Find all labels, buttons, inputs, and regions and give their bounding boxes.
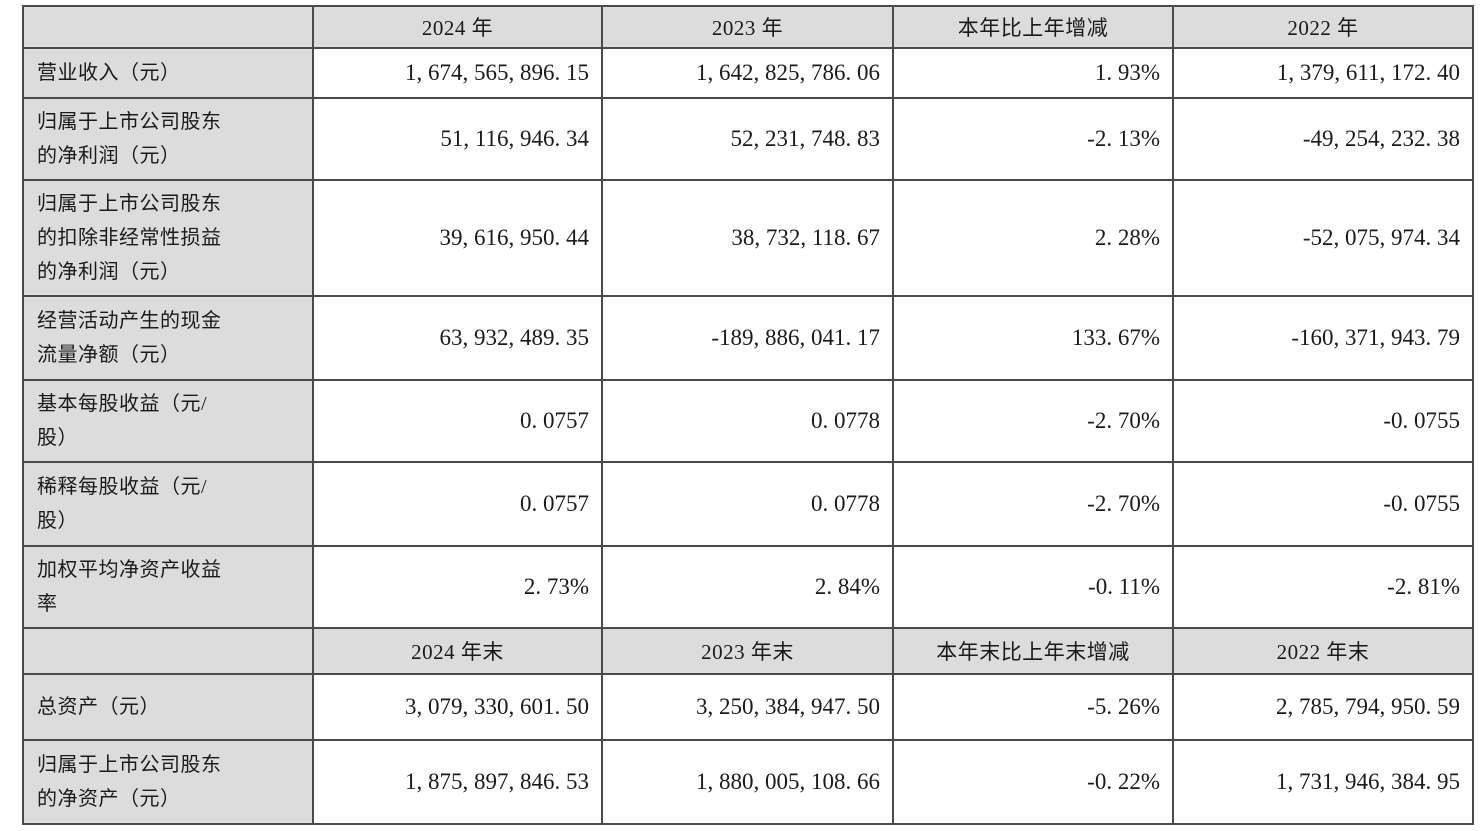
value-cell: -2. 13% (892, 97, 1174, 181)
column-header-year-end-change: 本年末比上年末增减 (892, 627, 1174, 675)
value-cell: -2. 70% (892, 379, 1174, 463)
value-cell: 1. 93% (892, 47, 1174, 99)
column-header-2022: 2022 年 (1172, 5, 1474, 49)
row-operating-cash-flow: 经营活动产生的现金 流量净额（元） 63, 932, 489. 35 -189,… (22, 295, 1474, 381)
row-basic-eps: 基本每股收益（元/ 股） 0. 0757 0. 0778 -2. 70% -0.… (22, 379, 1474, 463)
value-cell: 133. 67% (892, 295, 1174, 381)
value-cell: 2, 785, 794, 950. 59 (1172, 673, 1474, 741)
value-cell: 1, 379, 611, 172. 40 (1172, 47, 1474, 99)
value-cell: 2. 84% (601, 545, 894, 629)
row-label: 基本每股收益（元/ 股） (22, 379, 314, 463)
row-label: 经营活动产生的现金 流量净额（元） (22, 295, 314, 381)
value-cell: 0. 0778 (601, 461, 894, 547)
column-header-2023-year-end: 2023 年末 (601, 627, 894, 675)
value-cell: 3, 079, 330, 601. 50 (312, 673, 603, 741)
value-cell: 0. 0757 (312, 379, 603, 463)
value-cell: -189, 886, 041. 17 (601, 295, 894, 381)
row-operating-revenue: 营业收入（元） 1, 674, 565, 896. 15 1, 642, 825… (22, 47, 1474, 99)
value-cell: 1, 642, 825, 786. 06 (601, 47, 894, 99)
value-cell: -2. 70% (892, 461, 1174, 547)
value-cell: 1, 731, 946, 384. 95 (1172, 739, 1474, 825)
value-cell: -2. 81% (1172, 545, 1474, 629)
value-cell: 1, 674, 565, 896. 15 (312, 47, 603, 99)
row-total-assets: 总资产（元） 3, 079, 330, 601. 50 3, 250, 384,… (22, 673, 1474, 741)
row-weighted-avg-roe: 加权平均净资产收益 率 2. 73% 2. 84% -0. 11% -2. 81… (22, 545, 1474, 629)
corner-header-cell (22, 5, 314, 49)
column-header-yoy-change: 本年比上年增减 (892, 5, 1174, 49)
value-cell: 1, 875, 897, 846. 53 (312, 739, 603, 825)
value-cell: -0. 11% (892, 545, 1174, 629)
row-label: 归属于上市公司股东 的净利润（元） (22, 97, 314, 181)
value-cell: -49, 254, 232. 38 (1172, 97, 1474, 181)
row-label: 加权平均净资产收益 率 (22, 545, 314, 629)
row-net-profit-attributable: 归属于上市公司股东 的净利润（元） 51, 116, 946. 34 52, 2… (22, 97, 1474, 181)
value-cell: 52, 231, 748. 83 (601, 97, 894, 181)
value-cell: 0. 0778 (601, 379, 894, 463)
value-cell: 1, 880, 005, 108. 66 (601, 739, 894, 825)
corner-header-cell (22, 627, 314, 675)
value-cell: 39, 616, 950. 44 (312, 179, 603, 297)
value-cell: 3, 250, 384, 947. 50 (601, 673, 894, 741)
value-cell: -52, 075, 974. 34 (1172, 179, 1474, 297)
value-cell: -0. 0755 (1172, 379, 1474, 463)
value-cell: 38, 732, 118. 67 (601, 179, 894, 297)
value-cell: 63, 932, 489. 35 (312, 295, 603, 381)
value-cell: 0. 0757 (312, 461, 603, 547)
value-cell: -0. 22% (892, 739, 1174, 825)
row-label: 稀释每股收益（元/ 股） (22, 461, 314, 547)
row-label: 总资产（元） (22, 673, 314, 741)
row-label: 归属于上市公司股东 的净资产（元） (22, 739, 314, 825)
value-cell: -5. 26% (892, 673, 1174, 741)
row-net-assets-attributable: 归属于上市公司股东 的净资产（元） 1, 875, 897, 846. 53 1… (22, 739, 1474, 825)
row-label: 营业收入（元） (22, 47, 314, 99)
value-cell: 51, 116, 946. 34 (312, 97, 603, 181)
row-net-profit-excl-non-recurring: 归属于上市公司股东 的扣除非经常性损益 的净利润（元） 39, 616, 950… (22, 179, 1474, 297)
value-cell: 2. 28% (892, 179, 1174, 297)
table-header-row-annual: 2024 年 2023 年 本年比上年增减 2022 年 (22, 5, 1474, 49)
table-header-row-year-end: 2024 年末 2023 年末 本年末比上年末增减 2022 年末 (22, 627, 1474, 675)
column-header-2023: 2023 年 (601, 5, 894, 49)
value-cell: -160, 371, 943. 79 (1172, 295, 1474, 381)
column-header-2022-year-end: 2022 年末 (1172, 627, 1474, 675)
value-cell: 2. 73% (312, 545, 603, 629)
value-cell: -0. 0755 (1172, 461, 1474, 547)
row-diluted-eps: 稀释每股收益（元/ 股） 0. 0757 0. 0778 -2. 70% -0.… (22, 461, 1474, 547)
column-header-2024-year-end: 2024 年末 (312, 627, 603, 675)
key-financials-table: 2024 年 2023 年 本年比上年增减 2022 年 营业收入（元） 1, … (22, 5, 1474, 825)
column-header-2024: 2024 年 (312, 5, 603, 49)
row-label: 归属于上市公司股东 的扣除非经常性损益 的净利润（元） (22, 179, 314, 297)
